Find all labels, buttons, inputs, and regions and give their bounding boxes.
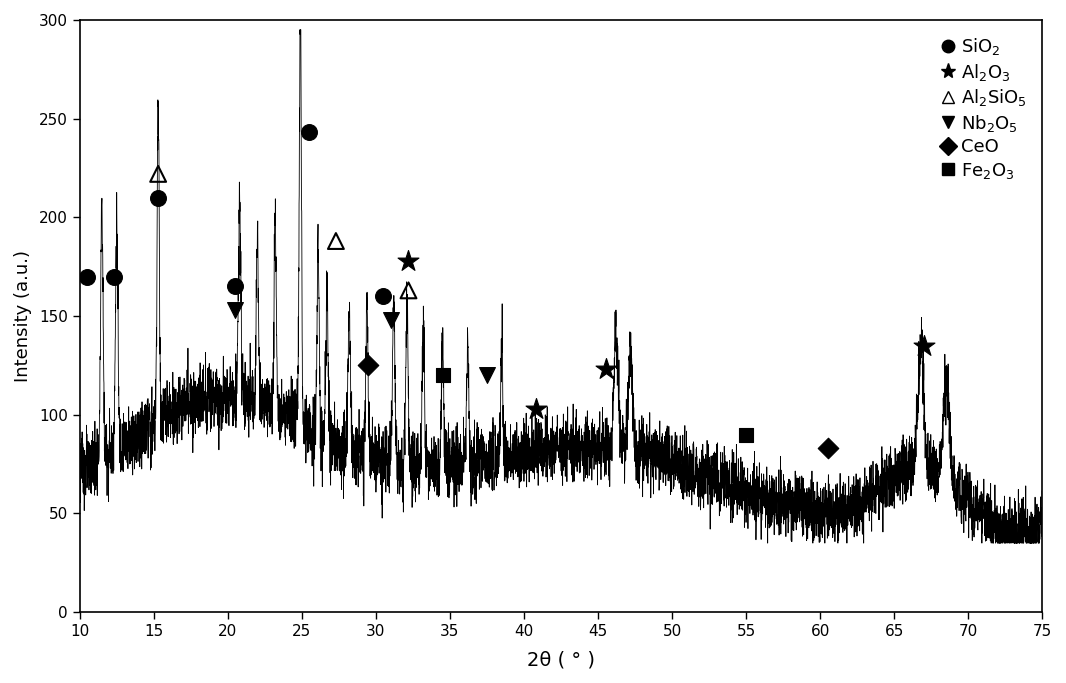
Point [916,340,933,351]
Point [597,364,614,375]
Point [327,236,344,247]
Point [479,370,496,380]
Point [79,271,96,282]
Point [149,169,166,180]
Y-axis label: Intensity (a.u.): Intensity (a.u.) [14,250,32,382]
Point [738,429,755,440]
Point [434,370,451,380]
Point [375,291,392,302]
Point [400,255,417,266]
Point [383,315,400,326]
Point [149,192,166,203]
Point [106,271,123,282]
Point [360,360,377,371]
Point [227,281,244,292]
Point [528,404,545,415]
Point [301,127,318,138]
Point [819,443,836,454]
X-axis label: 2θ ( ° ): 2θ ( ° ) [527,650,595,669]
Legend: SiO$_2$, Al$_2$O$_3$, Al$_2$SiO$_5$, Nb$_2$O$_5$, CeO, Fe$_2$O$_3$: SiO$_2$, Al$_2$O$_3$, Al$_2$SiO$_5$, Nb$… [932,29,1033,188]
Point [657,459,674,470]
Point [400,285,417,296]
Point [227,305,244,316]
